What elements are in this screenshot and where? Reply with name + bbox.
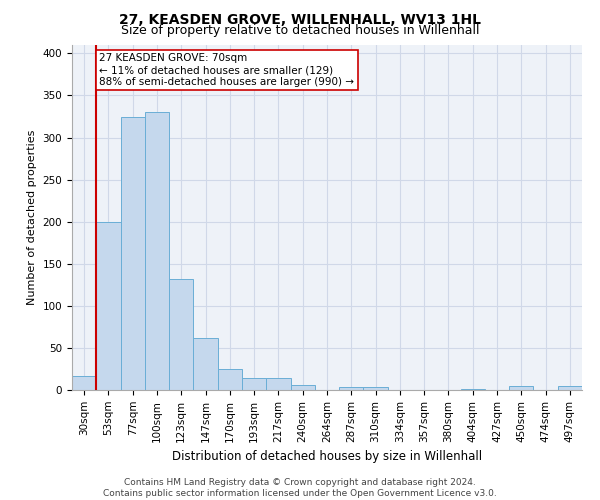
- Text: Size of property relative to detached houses in Willenhall: Size of property relative to detached ho…: [121, 24, 479, 37]
- Bar: [558, 386, 582, 390]
- Bar: [339, 386, 364, 390]
- Text: 27, KEASDEN GROVE, WILLENHALL, WV13 1HL: 27, KEASDEN GROVE, WILLENHALL, WV13 1HL: [119, 12, 481, 26]
- Bar: [121, 116, 145, 390]
- Bar: [96, 222, 121, 390]
- Bar: [461, 389, 485, 390]
- Bar: [364, 386, 388, 390]
- Bar: [218, 369, 242, 390]
- Text: Contains HM Land Registry data © Crown copyright and database right 2024.
Contai: Contains HM Land Registry data © Crown c…: [103, 478, 497, 498]
- Bar: [509, 386, 533, 390]
- Bar: [169, 279, 193, 390]
- X-axis label: Distribution of detached houses by size in Willenhall: Distribution of detached houses by size …: [172, 450, 482, 463]
- Bar: [193, 338, 218, 390]
- Bar: [242, 378, 266, 390]
- Bar: [266, 378, 290, 390]
- Text: 27 KEASDEN GROVE: 70sqm
← 11% of detached houses are smaller (129)
88% of semi-d: 27 KEASDEN GROVE: 70sqm ← 11% of detache…: [99, 54, 354, 86]
- Bar: [145, 112, 169, 390]
- Bar: [72, 376, 96, 390]
- Bar: [290, 385, 315, 390]
- Y-axis label: Number of detached properties: Number of detached properties: [27, 130, 37, 305]
